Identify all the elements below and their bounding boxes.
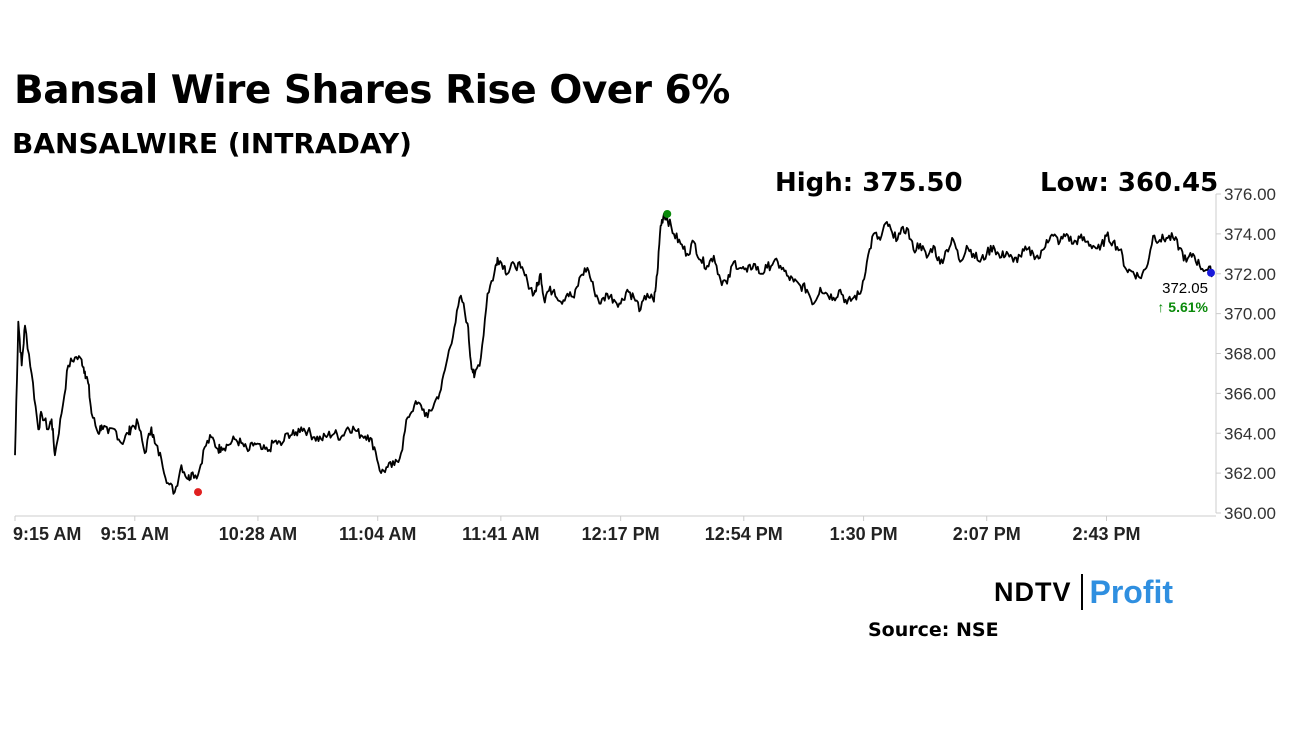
x-tick-label: 9:15 AM — [13, 524, 81, 544]
x-tick-label: 2:07 PM — [953, 524, 1021, 544]
y-tick-label: 362.00 — [1224, 464, 1276, 483]
source-label: Source: NSE — [868, 619, 999, 641]
y-tick-label: 372.00 — [1224, 265, 1276, 284]
last-price-marker — [1207, 268, 1215, 277]
low-price-label: Low: 360.45 — [1040, 168, 1219, 198]
y-tick-label: 366.00 — [1224, 384, 1276, 403]
price-line — [14, 213, 1214, 495]
x-tick-label: 12:54 PM — [705, 524, 783, 544]
y-tick-label: 374.00 — [1224, 225, 1276, 244]
y-tick-label: 364.00 — [1224, 424, 1276, 443]
y-tick-label: 376.00 — [1224, 185, 1276, 204]
x-tick-label: 9:51 AM — [101, 524, 169, 544]
high-price-label: High: 375.50 — [775, 168, 963, 198]
y-axis: 360.00 362.00 364.00 366.00 368.00 370.00 372.… — [1215, 185, 1276, 523]
high-marker — [663, 209, 672, 218]
x-axis: 9:15 AM 9:51 AM 10:28 AM 11:04 AM 11:41 AM 12… — [13, 515, 1216, 544]
ndtv-profit-logo: NDTV Profit — [994, 572, 1173, 612]
logo-divider — [1080, 574, 1083, 610]
x-tick-label: 11:41 AM — [462, 524, 539, 544]
x-tick-label: 12:17 PM — [582, 524, 660, 544]
plot-area: 372.05 ↑ 5.61% — [14, 209, 1215, 497]
chart-subtitle: BANSALWIRE (INTRADAY) — [12, 127, 412, 160]
x-tick-label: 1:30 PM — [830, 524, 898, 544]
headline: Bansal Wire Shares Rise Over 6% — [14, 68, 730, 113]
y-tick-label: 368.00 — [1224, 345, 1276, 364]
y-tick-label: 370.00 — [1224, 305, 1276, 324]
low-marker — [194, 488, 203, 497]
profit-wordmark: Profit — [1089, 573, 1174, 610]
x-tick-label: 2:43 PM — [1072, 524, 1140, 544]
ndtv-wordmark: NDTV — [994, 576, 1072, 607]
last-price-label: 372.05 — [1162, 280, 1208, 297]
x-tick-label: 11:04 AM — [339, 524, 416, 544]
y-tick-label: 360.00 — [1224, 504, 1276, 523]
x-tick-label: 10:28 AM — [219, 524, 297, 544]
percent-change-label: ↑ 5.61% — [1157, 299, 1208, 315]
